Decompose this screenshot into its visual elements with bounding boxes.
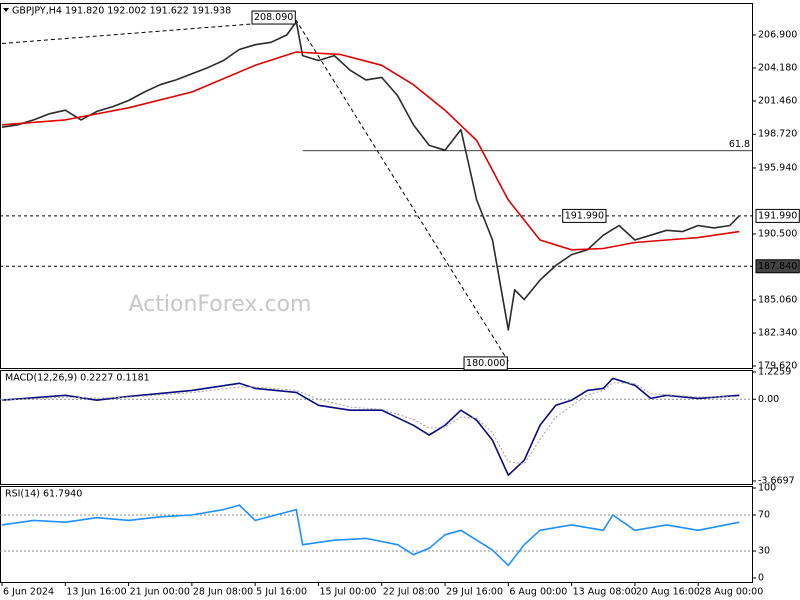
y-tick-label: 195.940	[758, 162, 797, 173]
data-line	[1, 382, 740, 465]
panel-title: MACD(12,26,9) 0.2227 0.1181	[5, 373, 150, 384]
y-tick-label: 201.460	[758, 95, 797, 106]
level-label-box	[562, 208, 607, 223]
y-tick-label: 182.340	[758, 327, 797, 338]
axis-level-label-box	[755, 208, 800, 223]
y-tick-label: 179.620	[758, 361, 797, 372]
y-tick-label: 0.00	[758, 394, 779, 405]
fib-label: 61.8	[729, 139, 750, 150]
x-tick-label: 15 Jul 00:00	[319, 587, 376, 598]
y-tick-label: 100	[758, 483, 776, 494]
annotation-label: 180.000	[466, 358, 505, 369]
panel-frame	[0, 3, 753, 369]
panel-title: GBPJPY,H4 191.820 192.002 191.622 191.93…	[12, 6, 231, 17]
x-tick-label: 22 Jul 08:00	[383, 587, 440, 598]
x-tick-label: 28 Jun 08:00	[193, 587, 253, 598]
annotation-label: 208.090	[254, 12, 293, 23]
menu-triangle	[3, 8, 9, 12]
axis-level-label-box	[755, 259, 800, 274]
x-tick-label: 13 Aug 08:00	[573, 587, 637, 598]
trend-line	[1, 20, 509, 362]
x-tick-label: 5 Jul 16:00	[256, 587, 307, 598]
data-line	[1, 377, 740, 476]
panel-title: RSI(14) 61.7940	[5, 489, 82, 500]
annotation-label-box	[463, 356, 508, 371]
x-tick-label: 20 Aug 16:00	[636, 587, 700, 598]
y-tick-label: 185.060	[758, 294, 797, 305]
watermark: ActionForex.com	[129, 292, 312, 317]
x-tick-label: 6 Aug 00:00	[509, 587, 567, 598]
x-tick-label: 13 Jun 16:00	[66, 587, 126, 598]
y-tick-label: -3.6697	[758, 476, 795, 487]
data-line	[1, 20, 740, 331]
data-line	[1, 51, 740, 251]
panel-frame	[0, 486, 753, 583]
y-tick-label: 70	[758, 510, 770, 521]
x-tick-label: 28 Aug 00:00	[699, 587, 763, 598]
level-label: 191.990	[565, 210, 604, 221]
x-tick-label: 29 Jul 16:00	[446, 587, 503, 598]
x-tick-label: 6 Jun 2024	[3, 587, 54, 598]
annotation-label-box	[251, 10, 296, 25]
y-tick-label: 30	[758, 546, 770, 557]
y-tick-label: 190.500	[758, 228, 797, 239]
y-tick-label: 1.2259	[758, 367, 791, 378]
axis-level-label: 187.840	[758, 261, 797, 272]
data-line	[1, 504, 740, 567]
y-tick-label: 198.720	[758, 129, 797, 140]
axis-level-label: 191.990	[758, 210, 797, 221]
y-tick-label: 204.180	[758, 62, 797, 73]
panel-frame	[0, 370, 753, 485]
x-tick-label: 21 Jun 00:00	[130, 587, 190, 598]
y-tick-label: 206.900	[758, 29, 797, 40]
y-tick-label: 0	[758, 573, 764, 584]
